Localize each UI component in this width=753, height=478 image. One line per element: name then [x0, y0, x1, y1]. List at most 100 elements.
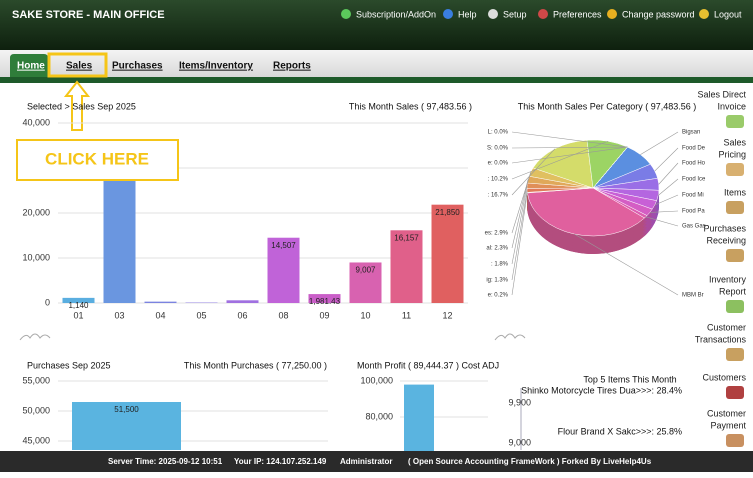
menu-icon [607, 9, 617, 19]
menu-item[interactable]: Setup [503, 9, 527, 19]
menu-icon [488, 9, 498, 19]
sidebar-label[interactable]: Invoice [717, 101, 746, 111]
leader-line [654, 147, 679, 172]
value-label: 21,850 [435, 208, 460, 217]
sidebar-label[interactable]: Inventory [709, 274, 747, 284]
arrow [63, 80, 91, 131]
pie-label: : 10.2% [488, 177, 509, 183]
sidebar-icon[interactable] [726, 300, 744, 313]
bar [267, 237, 300, 303]
pie-label: e: 0.0% [488, 161, 509, 167]
value-label: 14,507 [271, 241, 296, 250]
sidebar-icon[interactable] [726, 163, 744, 176]
menu-item[interactable]: Change password [622, 9, 695, 19]
y-tick-label: 55,000 [22, 375, 50, 385]
nav-item[interactable]: Purchases [112, 61, 163, 72]
sidebar-icon[interactable] [726, 249, 744, 262]
sidebar-label[interactable]: Payment [710, 420, 746, 430]
pie-label: Gas Gas [682, 224, 706, 230]
y-tick-label: 0 [45, 297, 50, 307]
nav-stripe [0, 77, 753, 83]
x-tick-label: 03 [114, 310, 124, 320]
home-tab[interactable] [10, 54, 48, 77]
sidebar-label[interactable]: Transactions [695, 334, 747, 344]
pie-label: : 1.8% [491, 262, 509, 268]
sidebar-label[interactable]: Customer [707, 408, 746, 418]
sidebar-label[interactable]: Sales [723, 137, 746, 147]
y-tick-label: 45,000 [22, 435, 50, 445]
sidebar-label[interactable]: Customers [702, 372, 746, 382]
sidebar-label[interactable]: Items [724, 187, 747, 197]
nav-item[interactable]: Home [17, 61, 45, 72]
bar [349, 262, 382, 303]
sidebar-icon[interactable] [726, 348, 744, 361]
item-label: Flour Brand X Sakc>>>: 25.8% [558, 426, 682, 436]
y-tick-label: 10,000 [22, 252, 50, 262]
pie-label: Food Mi [682, 193, 704, 199]
bar [404, 384, 434, 453]
leader-line [511, 185, 528, 265]
sidebar-icon[interactable] [726, 115, 744, 128]
pie-label: : 16.7% [488, 193, 509, 199]
x-tick-label: 09 [319, 310, 329, 320]
menu-icon [443, 9, 453, 19]
value-label: 9,007 [355, 266, 376, 275]
leader-line [645, 216, 679, 227]
menu-item[interactable]: Logout [714, 9, 742, 19]
footer-bar [0, 451, 753, 472]
x-tick-label: 11 [402, 310, 411, 320]
y-tick-label: 50,000 [22, 405, 50, 415]
sidebar-label[interactable]: Pricing [718, 149, 746, 159]
chart-title: Top 5 Items This Month [583, 374, 676, 384]
pie-label: al: 2.3% [486, 246, 508, 252]
leader-line [649, 210, 679, 213]
sidebar-label[interactable]: Customer [707, 322, 746, 332]
bar [72, 402, 181, 450]
y-tick-label: 20,000 [22, 207, 50, 217]
bar [226, 300, 259, 303]
menu-item[interactable]: Preferences [553, 9, 602, 19]
axis-label: 9,900 [508, 397, 531, 407]
sidebar-label[interactable]: Sales Direct [697, 89, 746, 99]
y-tick-label: 40,000 [22, 117, 50, 127]
pie-label: ig: 1.3% [486, 278, 508, 284]
x-tick-label: 12 [442, 310, 452, 320]
leader-line [511, 131, 628, 148]
menu-item[interactable]: Help [458, 9, 477, 19]
pie-label: Food De [682, 146, 706, 152]
nav-item[interactable]: Items/Inventory [179, 61, 253, 72]
sidebar-icon[interactable] [726, 201, 744, 214]
leader-line [511, 146, 628, 164]
chart-icon [494, 333, 526, 341]
value-label: 16,157 [394, 233, 419, 242]
chart-subtitle: This Month Sales ( 97,483.56 ) [349, 101, 472, 111]
callout-box [16, 139, 179, 181]
x-tick-label: 10 [360, 310, 370, 320]
menu-item[interactable]: Subscription/AddOn [356, 9, 436, 19]
nav-item[interactable]: Reports [273, 61, 311, 72]
chart-icon [19, 333, 51, 341]
leader-line [511, 171, 532, 234]
y-tick-label: 100,000 [360, 375, 393, 385]
x-tick-label: 08 [278, 310, 288, 320]
nav-item[interactable]: Sales [66, 61, 93, 72]
sidebar-label[interactable]: Receiving [706, 235, 746, 245]
menu-icon [341, 9, 351, 19]
pie-label: S: 0.0% [487, 146, 509, 152]
pie-slice [527, 187, 645, 237]
x-tick-label: 04 [155, 310, 165, 320]
menu-icon [538, 9, 548, 19]
sidebar-label[interactable]: Report [719, 286, 747, 296]
item-label: Shinko Motorcycle Tires Dua>>>: 28.4% [521, 385, 682, 395]
chart-title: Purchases Sep 2025 [27, 360, 111, 370]
sidebar-icon[interactable] [726, 434, 744, 447]
leader-line [657, 178, 679, 196]
sidebar-icon[interactable] [726, 386, 744, 399]
leader-line [511, 192, 528, 296]
chart-subtitle: This Month Purchases ( 77,250.00 ) [184, 360, 327, 370]
bar [390, 230, 423, 303]
leader-line [654, 194, 679, 206]
bar [62, 297, 95, 303]
footer-text: Your IP: 124.107.252.149 [234, 457, 327, 466]
sidebar-label[interactable]: Purchases [703, 223, 746, 233]
